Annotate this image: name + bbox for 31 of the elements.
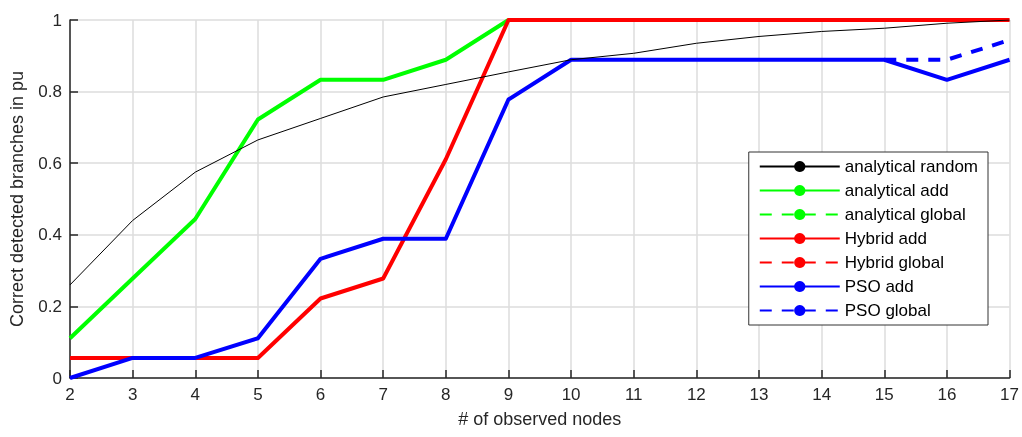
x-tick-label: 5 [253, 385, 263, 404]
x-axis-title: # of observed nodes [458, 409, 622, 429]
x-tick-label: 6 [315, 385, 326, 404]
legend-label: analytical add [844, 181, 949, 200]
y-axis-title: Correct detected branches in pu [7, 70, 27, 328]
y-tick-label: 0 [52, 368, 62, 388]
x-tick-label: 7 [378, 385, 388, 404]
y-tick-label: 0.8 [38, 82, 62, 102]
x-tick-label: 8 [441, 385, 451, 404]
x-tick-label: 16 [937, 385, 957, 404]
x-tick-label: 14 [812, 385, 832, 404]
legend-label: analytical random [844, 157, 979, 176]
x-tick-label: 9 [503, 385, 514, 404]
x-tick-label: 17 [1000, 385, 1020, 404]
y-tick-label: 1 [52, 10, 62, 30]
y-tick-label: 0.4 [38, 225, 62, 245]
legend-label: Hybrid global [844, 253, 944, 272]
x-tick-label: 3 [127, 385, 138, 404]
legend-label: PSO global [844, 301, 931, 320]
legend-label: PSO add [844, 277, 914, 296]
x-tick-label: 15 [874, 385, 894, 404]
x-tick-label: 13 [749, 385, 769, 404]
x-tick-label: 10 [561, 385, 581, 404]
y-tick-label: 0.6 [38, 153, 62, 173]
legend-label: analytical global [844, 205, 966, 224]
x-tick-label: 2 [65, 385, 75, 404]
x-tick-label: 11 [624, 385, 643, 404]
x-tick-label: 12 [686, 385, 706, 404]
x-tick-label: 4 [190, 385, 201, 404]
y-tick-label: 0.2 [38, 296, 62, 316]
legend-label: Hybrid add [844, 229, 927, 248]
